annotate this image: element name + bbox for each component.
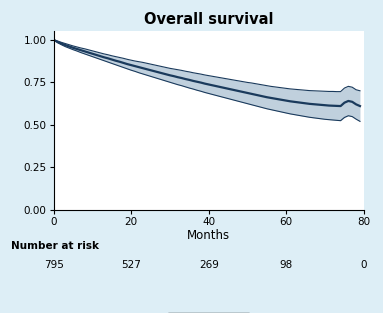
Text: 0: 0 (361, 259, 367, 269)
Text: 98: 98 (280, 259, 293, 269)
X-axis label: Months: Months (187, 229, 230, 243)
Text: Number at risk: Number at risk (11, 241, 100, 251)
Title: Overall survival: Overall survival (144, 12, 273, 27)
Text: 795: 795 (44, 259, 64, 269)
Text: 527: 527 (121, 259, 141, 269)
Text: 269: 269 (199, 259, 219, 269)
